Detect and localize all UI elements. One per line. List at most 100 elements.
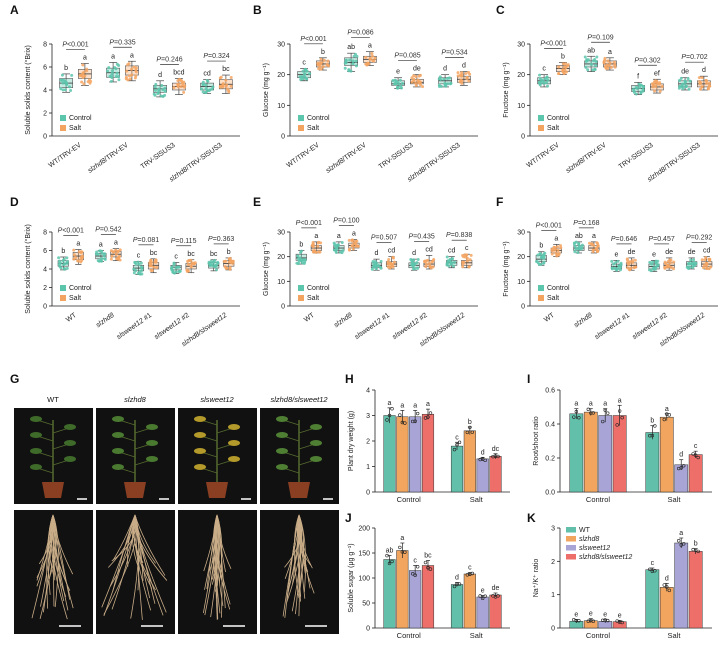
x-group-label: Salt [668, 631, 682, 640]
data-point [391, 255, 395, 259]
significance-letter: c [468, 565, 472, 572]
y-axis-label: Soluble sugar (μg g⁻¹) [348, 543, 355, 612]
bar [421, 413, 435, 493]
data-point [163, 86, 167, 90]
data-point [118, 254, 122, 258]
data-point [213, 265, 217, 269]
data-point [80, 80, 84, 84]
significance-letter: d [158, 72, 162, 79]
data-point [154, 260, 158, 264]
data-point [428, 264, 432, 268]
data-point [176, 85, 180, 89]
p-value: P=0.542 [95, 227, 121, 234]
data-point [609, 65, 613, 69]
data-point [69, 88, 73, 92]
data-point [335, 246, 339, 250]
significance-letter: c [542, 66, 546, 73]
data-point [448, 257, 452, 261]
box-salt [109, 248, 122, 262]
plant-shoot [30, 416, 87, 500]
root-strand [286, 514, 303, 603]
data-point [652, 266, 656, 270]
data-point [633, 258, 637, 262]
data-point [707, 257, 711, 261]
bar [489, 456, 502, 493]
data-point [206, 79, 210, 83]
data-point [221, 82, 225, 86]
data-point [317, 250, 321, 254]
data-point [63, 88, 67, 92]
p-value: P=0.302 [634, 57, 660, 64]
legend-label-salt: Salt [307, 295, 319, 302]
data-point [468, 258, 472, 262]
data-point [593, 67, 597, 71]
box-salt [602, 56, 617, 71]
plant-shoot [276, 416, 333, 500]
data-point [103, 257, 107, 261]
box-control [370, 258, 383, 271]
data-point [80, 256, 84, 260]
bar-slzhd8-slsweet12 [688, 547, 703, 629]
leaf [30, 416, 42, 422]
significance-letter: b [64, 65, 68, 72]
significance-letter: cd [425, 246, 433, 253]
bar-slzhd8-slsweet12 [421, 408, 435, 493]
data-point [78, 74, 82, 78]
data-point [398, 413, 402, 417]
data-point [652, 89, 656, 93]
data-point [208, 263, 212, 267]
significance-letter: de [492, 585, 500, 592]
box-control [677, 76, 692, 91]
leaf [276, 416, 288, 422]
data-point [370, 51, 374, 55]
significance-letter: e [481, 588, 485, 595]
data-point [653, 569, 657, 573]
data-point [174, 270, 178, 274]
data-point [154, 258, 158, 262]
genotype-label: slzhd8 [124, 395, 147, 404]
significance-letter: b [650, 418, 654, 425]
leaf [276, 432, 288, 438]
leaf [30, 432, 42, 438]
data-point [398, 545, 402, 550]
leaf [146, 456, 158, 462]
data-point [678, 84, 682, 88]
data-point [295, 261, 299, 265]
data-point [538, 73, 542, 77]
box-control [408, 257, 420, 271]
x-category-label: slzhd8 [573, 312, 594, 329]
data-point [180, 79, 184, 83]
data-point [222, 259, 226, 263]
panel-label: E [253, 195, 261, 209]
data-point [140, 272, 144, 276]
x-category-label: slsweet12 #2 [153, 312, 191, 341]
box-salt [124, 60, 139, 82]
data-point [608, 61, 612, 65]
significance-letter: a [426, 401, 430, 408]
leaf [310, 456, 322, 462]
y-axis-label: Soluble solids content (°Brix) [24, 224, 32, 314]
data-point [65, 260, 69, 264]
y-axis-label: Fructose (mg g⁻¹) [503, 62, 510, 117]
data-point [707, 267, 711, 271]
significance-letter: dc [492, 446, 500, 453]
data-point [88, 81, 92, 85]
y-tick-label: 30 [517, 42, 525, 49]
bar [476, 458, 489, 493]
data-point [680, 83, 684, 87]
leaf [194, 464, 206, 470]
box-control [391, 77, 405, 90]
data-point [705, 267, 709, 271]
data-point [114, 74, 118, 78]
data-point [559, 244, 563, 248]
significance-letter: d [702, 67, 706, 74]
significance-letter: ef [654, 70, 660, 77]
data-point [594, 63, 598, 67]
data-point [416, 78, 420, 82]
data-point [615, 423, 619, 427]
data-point [152, 265, 156, 269]
significance-letter: b [539, 243, 543, 250]
x-group-label: Control [397, 631, 422, 640]
data-point [83, 74, 87, 78]
data-point [416, 266, 420, 270]
